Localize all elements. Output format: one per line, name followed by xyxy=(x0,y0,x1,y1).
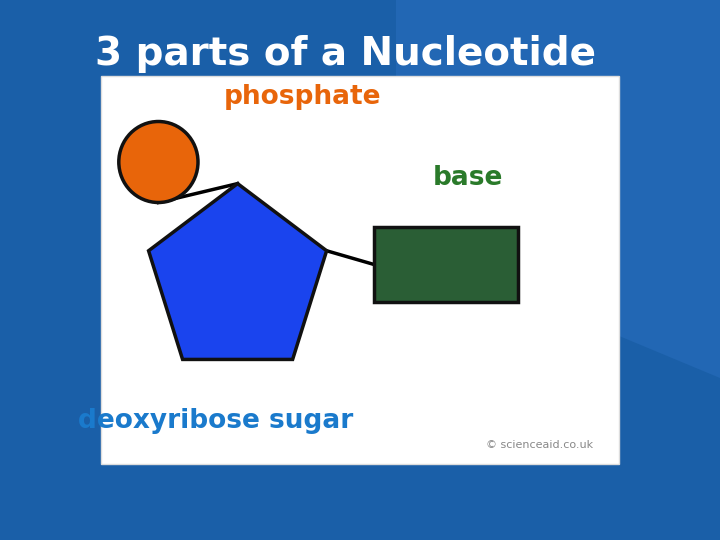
Text: deoxyribose sugar: deoxyribose sugar xyxy=(78,408,354,434)
Bar xyxy=(374,227,518,302)
Text: 3 parts of a Nucleotide: 3 parts of a Nucleotide xyxy=(95,35,596,73)
Text: base: base xyxy=(433,165,503,191)
Polygon shape xyxy=(396,0,720,378)
Polygon shape xyxy=(148,184,327,360)
FancyBboxPatch shape xyxy=(101,76,619,464)
Text: phosphate: phosphate xyxy=(224,84,381,110)
Text: © scienceaid.co.uk: © scienceaid.co.uk xyxy=(487,441,593,450)
Ellipse shape xyxy=(119,122,198,202)
